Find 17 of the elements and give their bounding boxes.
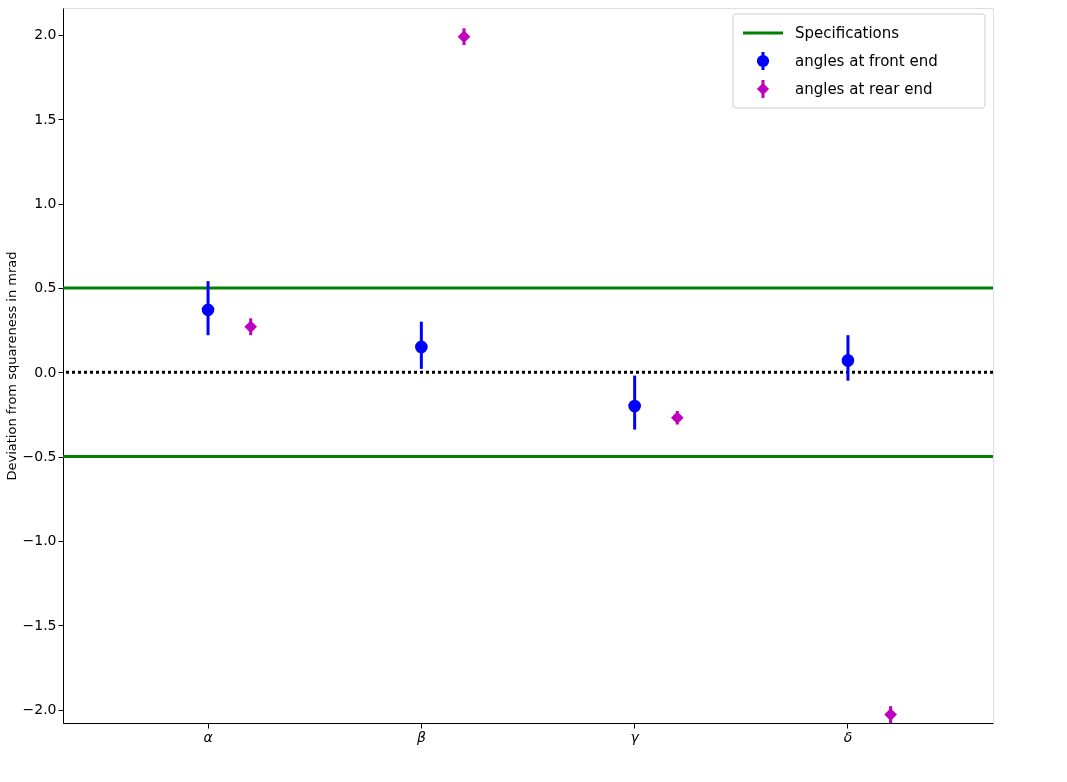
legend-label: Specifications	[795, 24, 900, 42]
y-tick-label: −2.0	[22, 701, 57, 718]
y-tick-label: 0.0	[34, 363, 57, 380]
y-tick-label: 1.0	[34, 195, 57, 212]
legend-label: angles at rear end	[795, 80, 933, 98]
y-tick-label: 0.5	[34, 279, 57, 296]
y-tick-label: −1.5	[22, 616, 57, 633]
y-tick-label: −1.0	[22, 532, 57, 549]
y-tick-label: 2.0	[34, 26, 57, 43]
x-tick-label: β	[415, 728, 426, 745]
x-tick-label: δ	[843, 728, 853, 745]
y-tick-label: −0.5	[22, 448, 57, 465]
y-tick-label: 1.5	[34, 110, 57, 127]
legend-label: angles at front end	[795, 52, 938, 70]
y-axis-title: Deviation from squareness in mrad	[3, 251, 19, 481]
x-tick-label: γ	[630, 728, 640, 745]
x-tick-label: α	[203, 728, 214, 745]
